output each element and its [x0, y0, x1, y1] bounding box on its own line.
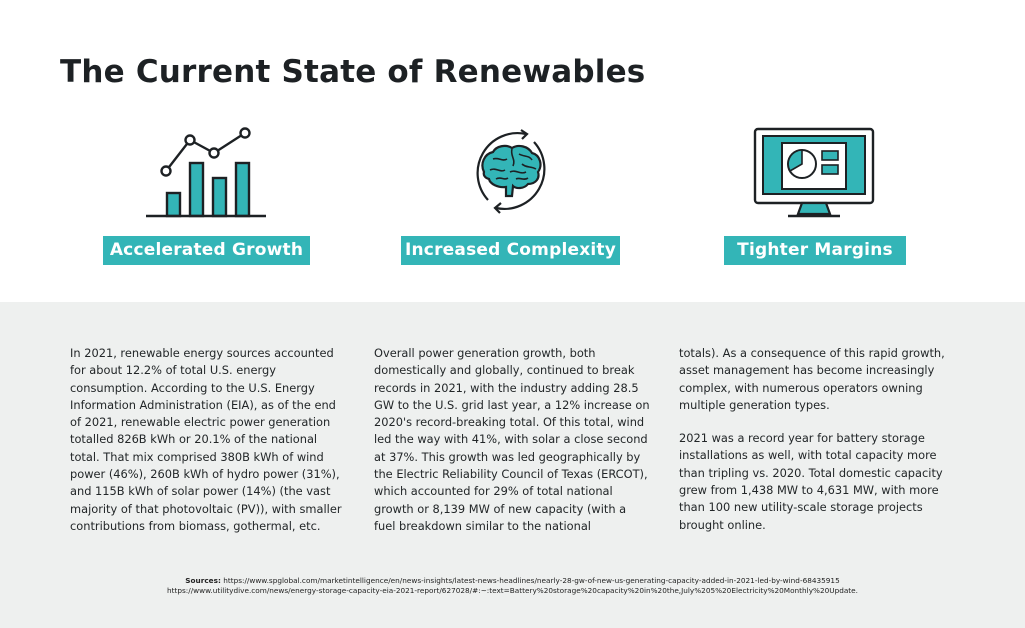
text-column-3: totals). As a consequence of this rapid …	[679, 345, 956, 550]
paragraph: totals). As a consequence of this rapid …	[679, 346, 945, 412]
sources: Sources: https://www.spglobal.com/market…	[0, 576, 1025, 595]
paragraph: Overall power generation growth, both do…	[374, 346, 650, 533]
banner-accelerated-growth: Accelerated Growth	[103, 236, 310, 265]
text-column-1: In 2021, renewable energy sources accoun…	[70, 345, 347, 551]
page-title: The Current State of Renewables	[60, 54, 646, 90]
text-column-2: Overall power generation growth, both do…	[374, 345, 651, 551]
source-link-2[interactable]: https://www.utilitydive.com/news/energy-…	[167, 585, 858, 595]
sources-label: Sources:	[185, 576, 221, 585]
banner-increased-complexity: Increased Complexity	[401, 236, 620, 265]
growth-chart-icon	[146, 127, 266, 218]
monitor-chart-icon	[753, 127, 875, 218]
banner-tighter-margins: Tighter Margins	[724, 236, 906, 265]
paragraph: 2021 was a record year for battery stora…	[679, 431, 943, 532]
paragraph: In 2021, renewable energy sources accoun…	[70, 346, 342, 533]
source-link-1[interactable]: https://www.spglobal.com/marketintellige…	[223, 576, 840, 585]
content-panel	[0, 302, 1025, 628]
brain-icon	[476, 129, 546, 214]
